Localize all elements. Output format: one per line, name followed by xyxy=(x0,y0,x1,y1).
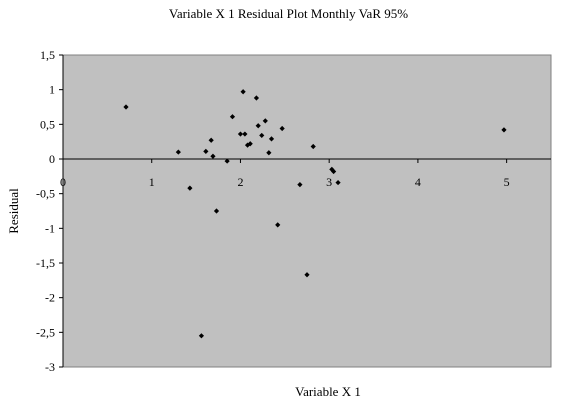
data-point xyxy=(253,95,260,101)
data-point xyxy=(203,148,209,154)
y-tick-label: 0,5 xyxy=(40,117,55,131)
x-tick-label: 2 xyxy=(237,175,243,189)
x-tick-label: 0 xyxy=(60,175,66,189)
y-tick-label: -0,5 xyxy=(36,187,55,201)
x-tick-label: 3 xyxy=(326,175,332,189)
data-point xyxy=(240,89,246,95)
plot-area xyxy=(62,54,552,368)
data-point xyxy=(297,182,303,188)
data-point xyxy=(237,131,244,137)
y-tick-label: -2 xyxy=(45,291,55,305)
data-point xyxy=(123,104,129,110)
data-point xyxy=(224,158,230,164)
data-point xyxy=(229,114,236,120)
x-axis: 0 1 2 3 4 5 xyxy=(60,158,551,189)
data-point xyxy=(255,123,261,129)
data-point xyxy=(266,150,272,156)
y-tick-label: 0 xyxy=(49,152,55,166)
data-point xyxy=(175,149,181,155)
x-tick-label: 4 xyxy=(415,175,421,189)
data-point xyxy=(210,153,216,159)
y-tick-label: -3 xyxy=(45,360,55,374)
data-point xyxy=(259,132,265,139)
y-tick-label: 1 xyxy=(49,83,55,97)
data-point xyxy=(213,208,220,214)
data-point xyxy=(247,141,253,147)
x-tick-label: 1 xyxy=(149,175,155,189)
data-point xyxy=(304,272,310,278)
y-tick-label: -2,5 xyxy=(36,325,55,339)
data-point xyxy=(208,137,214,143)
data-point xyxy=(275,222,281,228)
y-tick-label: -1,5 xyxy=(36,256,55,270)
data-point xyxy=(335,179,341,186)
data-point xyxy=(310,143,316,150)
y-axis: 1,5 1 0,5 0 -0,5 -1 -1,5 -2 -2,5 -3 xyxy=(36,48,64,374)
data-points xyxy=(123,89,507,339)
data-point xyxy=(262,118,268,124)
y-tick-label: -1 xyxy=(45,221,55,235)
data-point xyxy=(198,333,205,339)
data-point xyxy=(331,168,337,175)
chart-title: Variable X 1 Residual Plot Monthly VaR 9… xyxy=(168,6,409,21)
data-point xyxy=(501,127,507,133)
data-point xyxy=(242,131,248,137)
x-tick-label: 5 xyxy=(504,175,510,189)
x-axis-title: Variable X 1 xyxy=(295,384,361,399)
y-axis-title: Residual xyxy=(6,188,21,234)
data-point xyxy=(279,125,285,132)
data-point xyxy=(268,136,275,142)
data-point xyxy=(187,185,193,191)
y-tick-label: 1,5 xyxy=(40,48,55,62)
